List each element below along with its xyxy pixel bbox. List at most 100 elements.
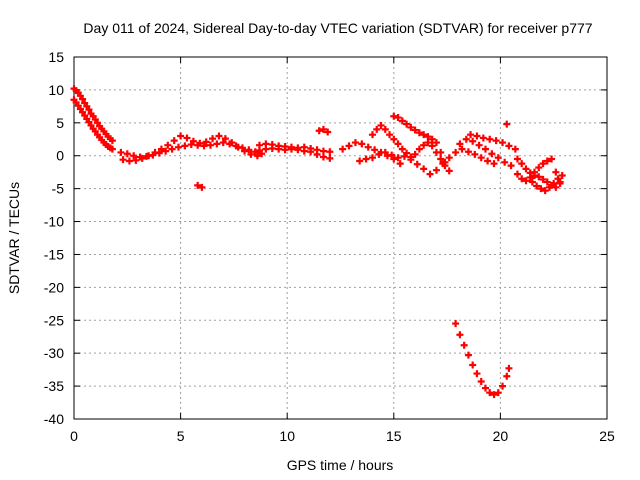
- data-point: [390, 155, 398, 163]
- data-point: [464, 148, 472, 156]
- data-point: [228, 139, 236, 147]
- data-point: [464, 351, 472, 359]
- data-point: [411, 150, 419, 158]
- data-point: [428, 135, 436, 143]
- data-point: [194, 181, 202, 189]
- data-point: [535, 173, 543, 181]
- data-point: [473, 370, 481, 378]
- data-point: [526, 173, 534, 181]
- data-point: [488, 150, 496, 158]
- data-point: [130, 152, 138, 160]
- data-series: [255, 140, 334, 162]
- data-point: [390, 112, 398, 120]
- data-point: [469, 137, 477, 145]
- data-point: [251, 148, 259, 156]
- data-point: [170, 137, 178, 145]
- data-series: [390, 112, 453, 175]
- x-axis-label: GPS time / hours: [287, 457, 394, 473]
- data-point: [456, 140, 464, 148]
- data-point: [533, 182, 541, 190]
- data-point: [177, 132, 185, 140]
- data-point: [481, 384, 489, 392]
- data-point: [125, 157, 133, 165]
- data-point: [375, 150, 383, 158]
- data-series: [528, 171, 566, 195]
- data-point: [241, 147, 249, 155]
- data-point: [268, 141, 276, 149]
- data-point: [300, 147, 308, 155]
- data-series: [70, 96, 116, 153]
- data-series: [503, 120, 511, 128]
- data-point: [381, 125, 389, 133]
- data-point: [253, 152, 261, 160]
- data-point: [339, 145, 347, 153]
- y-tick-label: -25: [44, 312, 64, 328]
- data-point: [507, 162, 515, 170]
- data-point: [543, 178, 551, 186]
- data-point: [558, 171, 566, 179]
- data-point: [445, 167, 453, 175]
- data-point: [479, 134, 487, 142]
- data-point: [513, 155, 521, 163]
- data-point: [499, 139, 507, 147]
- data-series: [467, 131, 519, 153]
- data-point: [281, 143, 289, 151]
- data-point: [511, 145, 519, 153]
- data-point: [313, 150, 321, 158]
- data-point: [490, 160, 498, 168]
- data-point: [319, 125, 327, 133]
- data-point: [552, 168, 560, 176]
- data-point: [456, 331, 464, 339]
- data-point: [398, 145, 406, 153]
- data-point: [117, 148, 125, 156]
- data-series: [70, 85, 116, 145]
- data-point: [537, 185, 545, 193]
- y-tick-label: -40: [44, 411, 64, 427]
- data-point: [368, 154, 376, 162]
- y-tick-label: -20: [44, 279, 64, 295]
- data-point: [364, 143, 372, 151]
- x-tick-label: 0: [70, 428, 78, 444]
- data-point: [315, 127, 323, 135]
- data-point: [183, 134, 191, 142]
- y-tick-label: -15: [44, 246, 64, 262]
- data-point: [503, 372, 511, 380]
- data-point: [432, 166, 440, 174]
- data-point: [209, 135, 217, 143]
- data-point: [432, 139, 440, 147]
- data-point: [403, 149, 411, 157]
- data-point: [415, 129, 423, 137]
- data-point: [319, 153, 327, 161]
- data-point: [462, 135, 470, 143]
- plot-frame: [73, 56, 608, 420]
- data-point: [413, 160, 421, 168]
- data-point: [420, 165, 428, 173]
- y-axis-label: SDTVAR / TECUs: [6, 182, 22, 294]
- data-point: [394, 154, 402, 162]
- data-point: [198, 183, 206, 191]
- x-tick-label: 25: [599, 428, 615, 444]
- data-point: [477, 154, 485, 162]
- data-point: [437, 155, 445, 163]
- data-point: [145, 152, 153, 160]
- data-point: [494, 154, 502, 162]
- data-point: [377, 121, 385, 129]
- data-point: [245, 146, 253, 154]
- data-point: [458, 145, 466, 153]
- data-point: [554, 175, 562, 183]
- data-point: [200, 142, 208, 150]
- data-point: [441, 162, 449, 170]
- data-point: [386, 131, 394, 139]
- data-point: [556, 179, 564, 187]
- data-point: [356, 157, 364, 165]
- data-point: [432, 148, 440, 156]
- data-point: [189, 137, 197, 145]
- data-point: [486, 135, 494, 143]
- data-point: [262, 140, 270, 148]
- data-point: [484, 157, 492, 165]
- data-series: [456, 135, 515, 170]
- data-point: [531, 168, 539, 176]
- data-point: [543, 157, 551, 165]
- data-point: [415, 145, 423, 153]
- data-point: [469, 361, 477, 369]
